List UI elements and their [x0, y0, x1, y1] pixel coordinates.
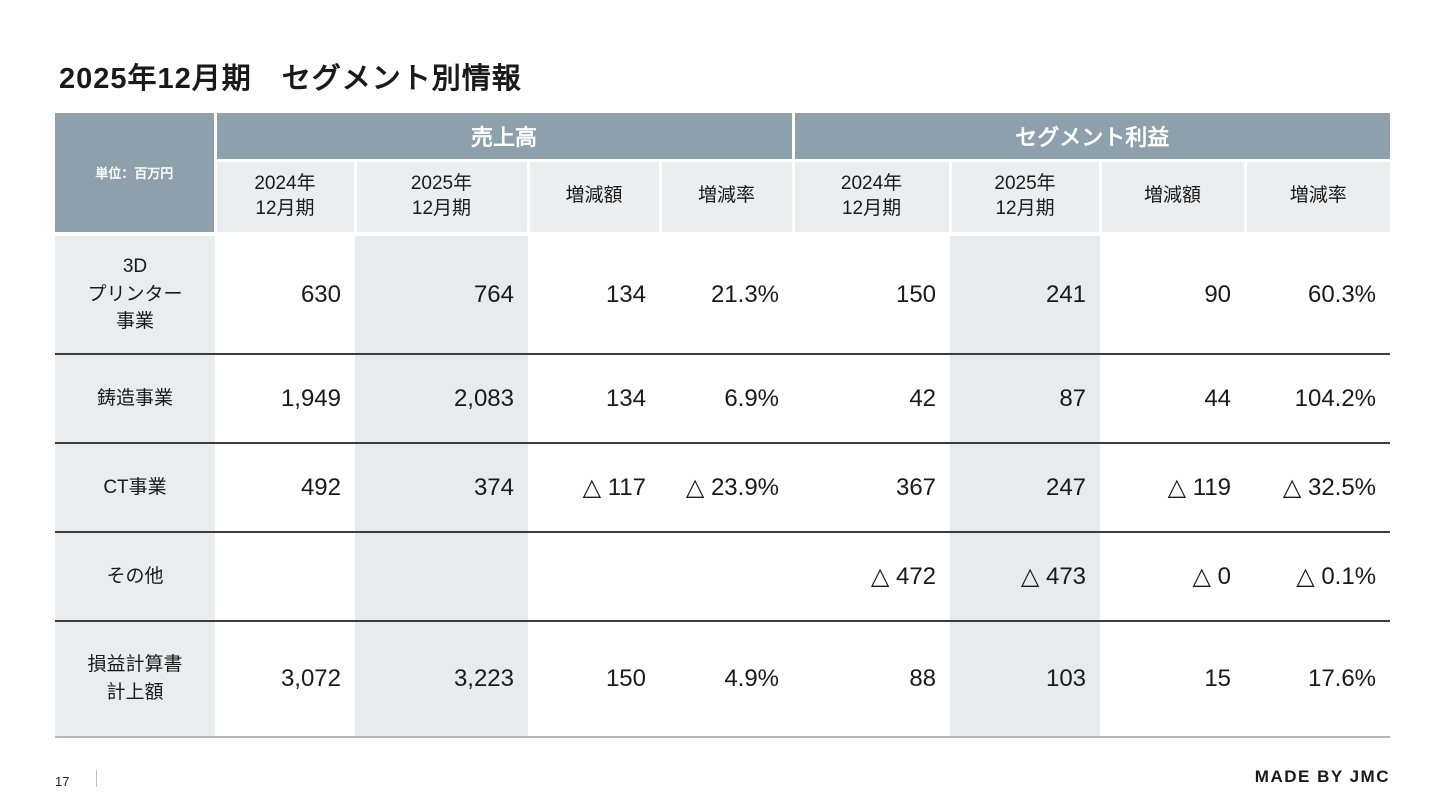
company-logo: MADE BY JMC: [1254, 767, 1390, 786]
unit-label-cell: 単位：百万円: [55, 113, 217, 236]
table-row-3d-printer: 3D プリンター 事業 630 764 134 21.3% 150 241 90…: [55, 234, 1391, 354]
column-header-sales-2025: 2025年 12月期: [355, 160, 530, 236]
cell-profit-change-rate: 104.2%: [1245, 353, 1391, 443]
cell-sales-change-rate: 21.3%: [660, 234, 794, 354]
cell-sales-2025: [355, 531, 528, 621]
cell-sales-change-rate: △ 23.9%: [660, 442, 794, 532]
row-label: 損益計算書 計上額: [55, 620, 215, 738]
cell-profit-2024: 367: [793, 442, 951, 532]
cell-profit-2025: 103: [950, 620, 1101, 738]
page-number: 17: [55, 774, 70, 789]
column-header-profit-change: 増減額: [1100, 160, 1247, 236]
cell-profit-change-rate: 60.3%: [1245, 234, 1391, 354]
cell-sales-change: [528, 531, 660, 621]
table-row-casting: 鋳造事業 1,949 2,083 134 6.9% 42 87 44 104.2…: [55, 353, 1391, 443]
group-header-profit: セグメント利益: [793, 113, 1391, 162]
column-header-profit-2024: 2024年 12月期: [793, 160, 952, 236]
cell-profit-2024: 150: [793, 234, 951, 354]
table-body: 3D プリンター 事業 630 764 134 21.3% 150 241 90…: [55, 234, 1391, 738]
cell-profit-2025: 87: [950, 353, 1101, 443]
cell-profit-change-rate: 17.6%: [1245, 620, 1391, 738]
cell-sales-2025: 374: [355, 442, 528, 532]
table-row-pl-total: 損益計算書 計上額 3,072 3,223 150 4.9% 88 103 15…: [55, 620, 1391, 738]
page-title: 2025年12月期 セグメント別情報: [59, 63, 522, 95]
column-header-sales-2024: 2024年 12月期: [215, 160, 357, 236]
sub-header-row: 2024年 12月期 2025年 12月期 増減額 増減率 2024年 12月期…: [55, 160, 1391, 236]
cell-profit-change: 90: [1100, 234, 1246, 354]
cell-profit-2024: 88: [793, 620, 951, 738]
group-header-row: 単位：百万円 売上高 セグメント利益: [55, 113, 1391, 236]
column-header-sales-change: 増減額: [528, 160, 662, 236]
cell-sales-2024: [215, 531, 355, 621]
table-header: 単位：百万円 売上高 セグメント利益 2024年 12月期 2025年 12月期…: [55, 113, 1391, 236]
column-header-profit-2025: 2025年 12月期: [950, 160, 1102, 236]
row-label: その他: [55, 531, 215, 621]
cell-sales-change-rate: 6.9%: [660, 353, 794, 443]
group-header-sales: 売上高: [215, 113, 795, 162]
cell-sales-change: 134: [528, 234, 660, 354]
cell-profit-change: △ 119: [1100, 442, 1246, 532]
cell-sales-2024: 1,949: [215, 353, 355, 443]
cell-profit-2025: 247: [950, 442, 1101, 532]
cell-profit-change: 44: [1100, 353, 1246, 443]
cell-sales-change: 150: [528, 620, 660, 738]
cell-profit-2024: 42: [793, 353, 951, 443]
row-label: CT事業: [55, 442, 215, 532]
row-label: 3D プリンター 事業: [55, 234, 215, 354]
cell-sales-2025: 2,083: [355, 353, 528, 443]
table-row-other: その他 △ 472 △ 473 △ 0 △ 0.1%: [55, 531, 1391, 621]
table-row-ct: CT事業 492 374 △ 117 △ 23.9% 367 247 △ 119…: [55, 442, 1391, 532]
cell-sales-change: 134: [528, 353, 660, 443]
cell-profit-change: △ 0: [1100, 531, 1246, 621]
cell-profit-change-rate: △ 0.1%: [1245, 531, 1391, 621]
cell-sales-2024: 3,072: [215, 620, 355, 738]
cell-sales-2024: 630: [215, 234, 355, 354]
cell-profit-change: 15: [1100, 620, 1246, 738]
cell-profit-change-rate: △ 32.5%: [1245, 442, 1391, 532]
column-header-profit-change-rate: 増減率: [1245, 160, 1391, 236]
cell-sales-change-rate: 4.9%: [660, 620, 794, 738]
row-label: 鋳造事業: [55, 353, 215, 443]
cell-sales-2025: 3,223: [355, 620, 528, 738]
cell-sales-2024: 492: [215, 442, 355, 532]
footer-divider: [96, 770, 97, 787]
cell-sales-2025: 764: [355, 234, 528, 354]
cell-profit-2025: △ 473: [950, 531, 1101, 621]
cell-profit-2025: 241: [950, 234, 1101, 354]
column-header-sales-change-rate: 増減率: [660, 160, 795, 236]
cell-sales-change-rate: [660, 531, 794, 621]
segment-table: 単位：百万円 売上高 セグメント利益 2024年 12月期 2025年 12月期…: [55, 113, 1391, 738]
cell-sales-change: △ 117: [528, 442, 660, 532]
cell-profit-2024: △ 472: [793, 531, 951, 621]
